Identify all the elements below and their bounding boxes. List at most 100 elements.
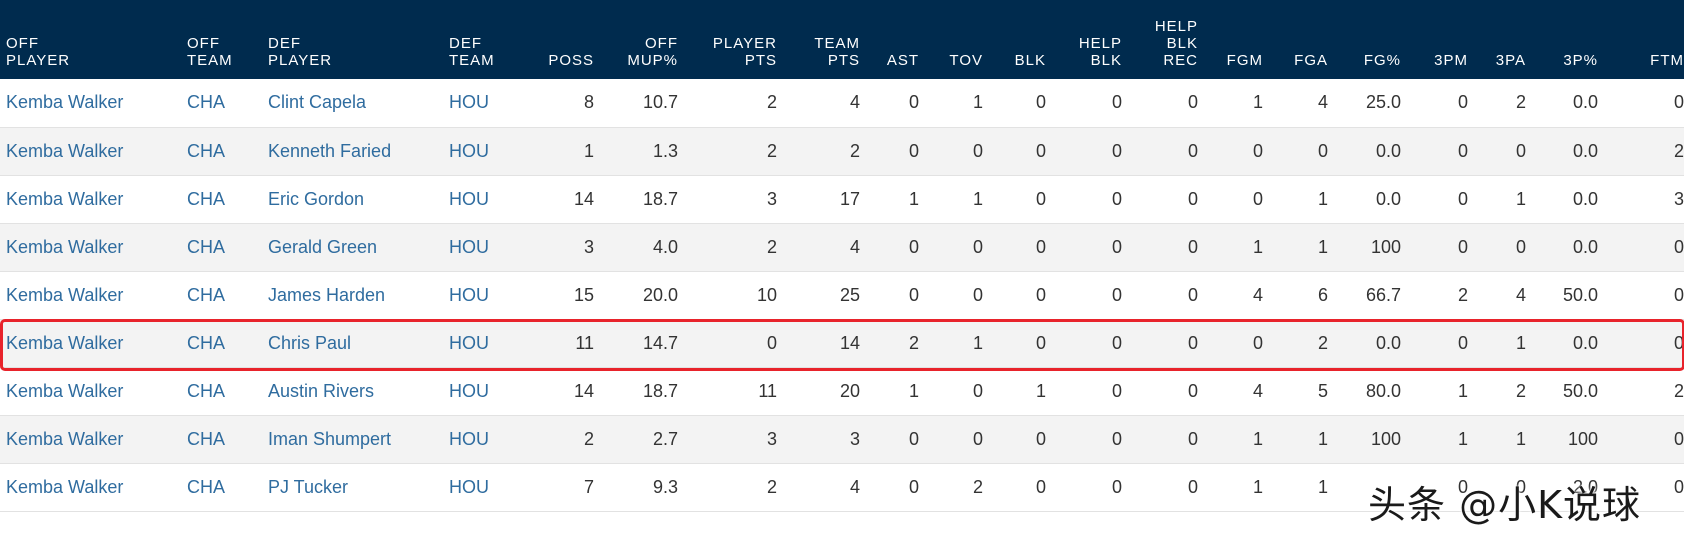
cell-fga: 2 [1263,319,1328,368]
cell-off-team[interactable]: CHA [187,175,268,224]
cell-off-team[interactable]: CHA [187,463,268,512]
cell-off-mup-pct: 20.0 [594,271,678,320]
cell-off-player[interactable]: Kemba Walker [0,127,187,176]
table-row: Kemba Walker CHA Kenneth Faried HOU 1 1.3 2 2 0 0… [0,127,1684,176]
cell-tov: 0 [919,415,983,464]
cell-team-pts: 20 [777,367,860,416]
column-header-off-player[interactable]: OFF PLAYER [6,35,71,69]
cell-off-player[interactable]: Kemba Walker [0,367,187,416]
cell-3pa: 0 [1468,127,1526,176]
column-header-ftm[interactable]: FTM [1650,52,1684,69]
cell-off-player[interactable]: Kemba Walker [0,415,187,464]
cell-team-pts: 3 [777,415,860,464]
cell-player-pts: 2 [678,79,777,128]
cell-poss: 3 [537,223,594,272]
cell-def-team[interactable]: HOU [449,367,537,416]
cell-ast: 0 [860,79,919,128]
cell-off-team[interactable]: CHA [187,223,268,272]
cell-off-player[interactable]: Kemba Walker [0,223,187,272]
column-header-3pa[interactable]: 3PA [1495,52,1526,69]
cell-player-pts: 0 [678,319,777,368]
cell-def-team[interactable]: HOU [449,319,537,368]
cell-3p-pct: 50.0 [1526,271,1598,320]
column-header-fg-pct[interactable]: FG% [1363,52,1401,69]
cell-off-player[interactable]: Kemba Walker [0,463,187,512]
cell-fgm: 0 [1198,175,1263,224]
cell-def-player[interactable]: Eric Gordon [268,175,449,224]
cell-blk: 1 [983,367,1046,416]
column-header-poss[interactable]: POSS [548,52,594,69]
column-header-off-team[interactable]: OFF TEAM [187,35,233,69]
cell-off-player[interactable]: Kemba Walker [0,175,187,224]
cell-def-player[interactable]: Chris Paul [268,319,449,368]
column-header-def-team[interactable]: DEF TEAM [449,35,495,69]
cell-off-team[interactable]: CHA [187,367,268,416]
column-header-help-blk[interactable]: HELP BLK [1078,35,1122,69]
cell-3p-pct: 100 [1526,415,1598,464]
cell-ast: 1 [860,175,919,224]
cell-ftm: 3 [1598,175,1684,224]
column-header-3p-pct[interactable]: 3P% [1563,52,1598,69]
column-header-tov[interactable]: TOV [949,52,983,69]
cell-poss: 14 [537,367,594,416]
column-header-fgm[interactable]: FGM [1226,52,1263,69]
cell-tov: 2 [919,463,983,512]
column-header-blk[interactable]: BLK [1014,52,1046,69]
column-header-def-player[interactable]: DEF PLAYER [268,35,333,69]
cell-3p-pct: 0.0 [1526,175,1598,224]
cell-fgm: 1 [1198,79,1263,128]
cell-def-player[interactable]: Austin Rivers [268,367,449,416]
cell-ftm: 0 [1598,415,1684,464]
cell-player-pts: 11 [678,367,777,416]
cell-help-blk: 0 [1046,367,1122,416]
cell-off-player[interactable]: Kemba Walker [0,319,187,368]
cell-def-team[interactable]: HOU [449,175,537,224]
cell-def-player[interactable]: Gerald Green [268,223,449,272]
cell-team-pts: 14 [777,319,860,368]
cell-off-team[interactable]: CHA [187,79,268,128]
header-row: OFF PLAYER OFF TEAM DEF PLAYER DEF TEAM POSS… [0,0,1684,79]
cell-off-player[interactable]: Kemba Walker [0,79,187,128]
table-body: Kemba Walker CHA Clint Capela HOU 8 10.7 2 4 0 1 0… [0,79,1684,512]
cell-poss: 14 [537,175,594,224]
cell-help-blk: 0 [1046,463,1122,512]
cell-player-pts: 10 [678,271,777,320]
cell-def-team[interactable]: HOU [449,463,537,512]
cell-def-player[interactable]: Clint Capela [268,79,449,128]
cell-def-player[interactable]: Iman Shumpert [268,415,449,464]
cell-off-team[interactable]: CHA [187,271,268,320]
column-header-off-mup-pct[interactable]: OFF MUP% [627,35,678,69]
cell-3pa: 0 [1468,463,1526,512]
cell-player-pts: 2 [678,223,777,272]
cell-poss: 1 [537,127,594,176]
cell-help-blk: 0 [1046,127,1122,176]
cell-help-blk-rec: 0 [1122,367,1198,416]
cell-tov: 1 [919,319,983,368]
cell-3pa: 1 [1468,319,1526,368]
cell-poss: 2 [537,415,594,464]
table-row: Kemba Walker CHA Eric Gordon HOU 14 18.7 3 17 1 1… [0,175,1684,224]
cell-def-team[interactable]: HOU [449,415,537,464]
cell-player-pts: 2 [678,463,777,512]
column-header-player-pts[interactable]: PLAYER PTS [712,35,777,69]
cell-off-player[interactable]: Kemba Walker [0,271,187,320]
cell-def-team[interactable]: HOU [449,223,537,272]
cell-3p-pct: 50.0 [1526,367,1598,416]
column-header-fga[interactable]: FGA [1294,52,1328,69]
cell-def-team[interactable]: HOU [449,127,537,176]
cell-def-team[interactable]: HOU [449,271,537,320]
column-header-ast[interactable]: AST [886,52,919,69]
cell-def-player[interactable]: Kenneth Faried [268,127,449,176]
cell-def-player[interactable]: PJ Tucker [268,463,449,512]
cell-off-team[interactable]: CHA [187,415,268,464]
column-header-help-blk-rec[interactable]: HELP BLK REC [1154,18,1198,69]
column-header-team-pts[interactable]: TEAM PTS [814,35,860,69]
cell-help-blk-rec: 0 [1122,319,1198,368]
cell-help-blk: 0 [1046,79,1122,128]
cell-def-player[interactable]: James Harden [268,271,449,320]
cell-def-team[interactable]: HOU [449,79,537,128]
cell-off-team[interactable]: CHA [187,127,268,176]
cell-ast: 0 [860,127,919,176]
column-header-3pm[interactable]: 3PM [1434,52,1468,69]
cell-off-team[interactable]: CHA [187,319,268,368]
